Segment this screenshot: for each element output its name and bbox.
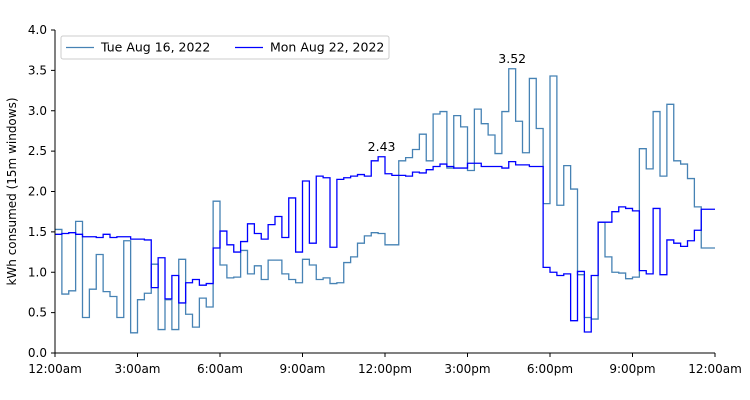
legend-label-mon: Mon Aug 22, 2022: [270, 40, 384, 55]
series-line-1: [55, 156, 715, 333]
x-tick-label: 3:00pm: [444, 362, 490, 376]
annotation-layer: 2.43 3.52: [368, 51, 526, 154]
y-tick-label: 0.5: [28, 306, 47, 320]
y-tick-label: 4.0: [28, 23, 47, 37]
legend-box: [60, 35, 390, 60]
x-tick-label: 12:00am: [688, 362, 742, 376]
y-tick-label: 0.0: [28, 346, 47, 360]
y-tick-label: 2.0: [28, 185, 47, 199]
legend: Tue Aug 16, 2022 Mon Aug 22, 2022: [60, 35, 390, 60]
y-tick-label: 3.0: [28, 104, 47, 118]
axes-layer: [54, 30, 715, 354]
x-tick-label: 6:00am: [197, 362, 243, 376]
x-tick-label: 12:00pm: [358, 362, 412, 376]
x-tick-label: 3:00am: [115, 362, 161, 376]
x-tick-label: 9:00am: [280, 362, 326, 376]
x-tick-label: 6:00pm: [527, 362, 573, 376]
y-tick-label: 2.5: [28, 144, 47, 158]
peak-annotation: 2.43: [368, 139, 396, 154]
y-tick-label: 1.5: [28, 225, 47, 239]
y-axis-label: kWh consumed (15m windows): [5, 97, 19, 285]
x-tick-label: 9:00pm: [609, 362, 655, 376]
y-tick-label: 3.5: [28, 63, 47, 77]
legend-label-tue: Tue Aug 16, 2022: [100, 40, 210, 55]
y-tick-label: 1.0: [28, 265, 47, 279]
peak-annotation: 3.52: [498, 51, 526, 66]
ticks-layer: 0.0 0.5 1.0 1.5 2.0 2.5 3.0 3.5 4.0 12:00am 3:00am…: [28, 23, 742, 376]
series-layer: [55, 68, 715, 334]
x-tick-label: 12:00am: [28, 362, 82, 376]
series-line-0: [55, 68, 715, 334]
